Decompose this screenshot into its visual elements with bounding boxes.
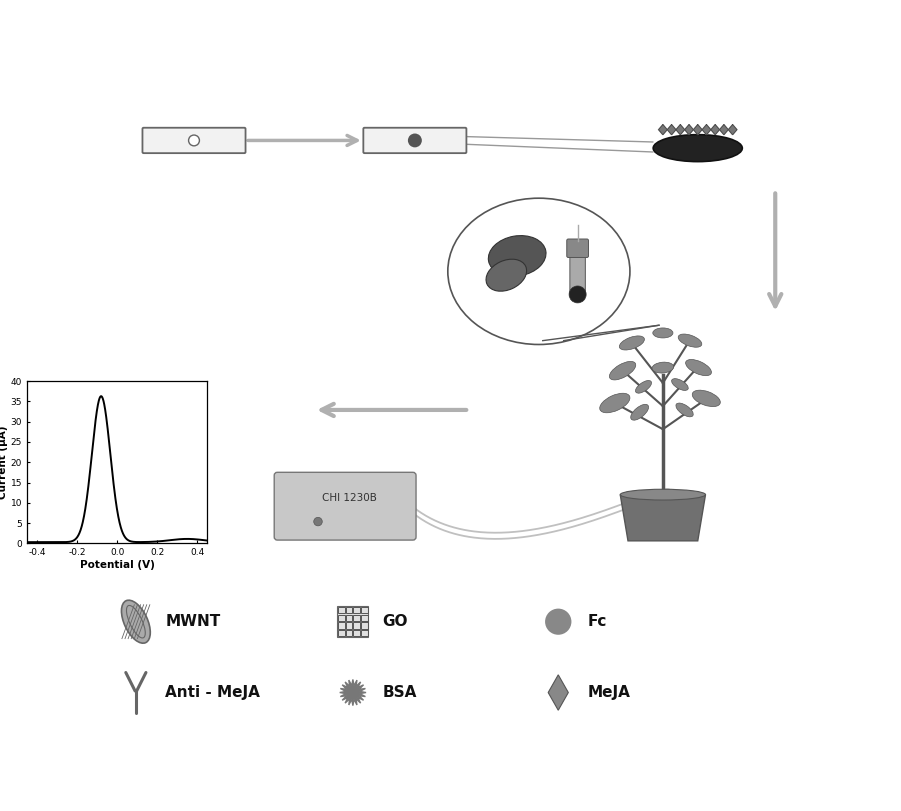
FancyBboxPatch shape (363, 128, 467, 153)
Bar (353, 607, 360, 613)
Y-axis label: Current (μA): Current (μA) (0, 426, 8, 499)
Polygon shape (685, 125, 693, 135)
Text: MeJA: MeJA (587, 685, 631, 700)
Circle shape (408, 134, 422, 148)
Ellipse shape (653, 135, 742, 161)
Ellipse shape (488, 236, 546, 277)
FancyBboxPatch shape (274, 472, 416, 540)
Polygon shape (659, 125, 667, 135)
Polygon shape (711, 125, 720, 135)
Polygon shape (694, 125, 702, 135)
Ellipse shape (678, 334, 702, 347)
Ellipse shape (619, 336, 644, 350)
Ellipse shape (686, 359, 712, 375)
Polygon shape (340, 680, 366, 706)
Text: GO: GO (382, 614, 408, 629)
Ellipse shape (631, 405, 649, 420)
Ellipse shape (692, 390, 720, 406)
Bar (346, 622, 352, 629)
Bar (338, 630, 344, 637)
Ellipse shape (652, 363, 674, 373)
X-axis label: Potential (V): Potential (V) (79, 560, 155, 570)
Bar (338, 622, 344, 629)
FancyBboxPatch shape (567, 239, 588, 257)
Bar (353, 615, 360, 621)
Text: Fc: Fc (587, 614, 607, 629)
Bar (361, 607, 368, 613)
FancyBboxPatch shape (142, 128, 246, 153)
Circle shape (569, 286, 587, 303)
Bar (346, 630, 352, 637)
Ellipse shape (635, 380, 651, 393)
Bar (337, 607, 369, 637)
Ellipse shape (486, 260, 526, 291)
Bar (338, 607, 344, 613)
Ellipse shape (609, 362, 636, 380)
Bar (346, 607, 352, 613)
Ellipse shape (653, 328, 673, 338)
Ellipse shape (122, 600, 150, 643)
Polygon shape (548, 675, 569, 710)
Polygon shape (728, 125, 737, 135)
Circle shape (314, 517, 323, 526)
Bar (353, 622, 360, 629)
Polygon shape (676, 125, 685, 135)
Polygon shape (720, 125, 728, 135)
Polygon shape (668, 125, 676, 135)
Bar (361, 630, 368, 637)
Text: MWNT: MWNT (165, 614, 221, 629)
Bar (361, 615, 368, 621)
Circle shape (188, 135, 199, 146)
Ellipse shape (620, 489, 705, 500)
Bar (361, 622, 368, 629)
Circle shape (545, 608, 571, 635)
Ellipse shape (676, 403, 693, 417)
Bar (338, 615, 344, 621)
Bar (353, 630, 360, 637)
FancyBboxPatch shape (569, 248, 586, 294)
Bar (346, 615, 352, 621)
Ellipse shape (600, 393, 630, 413)
Polygon shape (702, 125, 711, 135)
Ellipse shape (448, 198, 630, 345)
Text: BSA: BSA (382, 685, 416, 700)
Text: Anti - MeJA: Anti - MeJA (165, 685, 260, 700)
Polygon shape (542, 325, 659, 341)
Ellipse shape (671, 379, 688, 390)
Polygon shape (620, 495, 705, 541)
Text: CHI 1230B: CHI 1230B (322, 493, 377, 504)
